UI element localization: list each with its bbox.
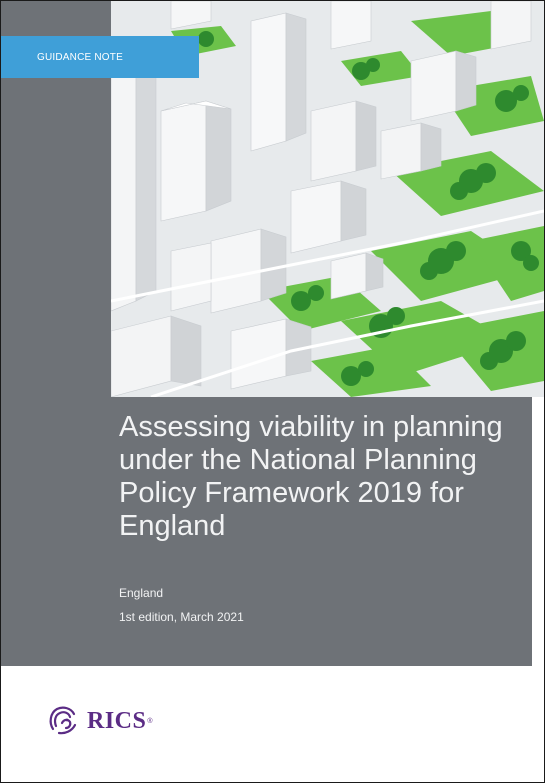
region-label: England	[119, 586, 164, 600]
registered-mark: ®	[147, 717, 153, 725]
lion-icon	[49, 706, 77, 735]
roads	[111, 209, 544, 397]
tree-clusters	[198, 31, 539, 386]
brand-name: RICS	[87, 707, 147, 734]
city-illustration	[111, 1, 544, 397]
rics-logo: RICS ®	[45, 701, 153, 741]
document-title: Assessing viability in planning under th…	[119, 411, 503, 542]
edition-label: 1st edition, March 2021	[119, 610, 244, 624]
buildings	[111, 1, 532, 397]
guidance-note-tag: GUIDANCE NOTE	[1, 36, 199, 78]
